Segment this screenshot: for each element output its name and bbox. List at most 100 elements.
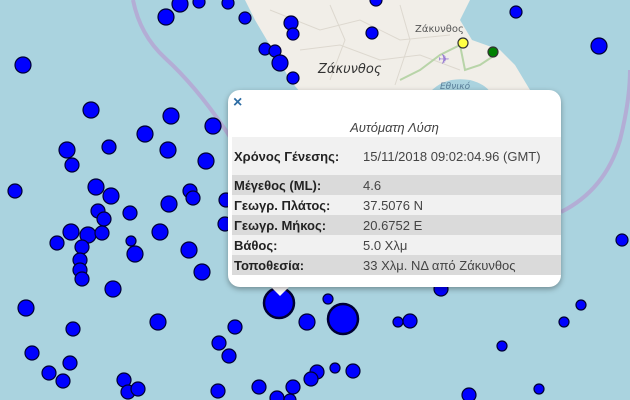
earthquake-marker[interactable] bbox=[575, 299, 587, 311]
earthquake-marker[interactable] bbox=[329, 362, 341, 374]
earthquake-marker[interactable] bbox=[285, 379, 301, 395]
earthquake-marker[interactable] bbox=[136, 125, 154, 143]
airplane-icon: ✈ bbox=[438, 52, 450, 68]
earthquake-marker[interactable] bbox=[62, 223, 80, 241]
boundary-line bbox=[131, 0, 234, 142]
earthquake-marker[interactable] bbox=[159, 141, 177, 159]
town-label: Ζάκυνθος bbox=[415, 24, 464, 35]
earthquake-marker[interactable] bbox=[62, 355, 78, 371]
depth-label: Βάθος: bbox=[234, 237, 278, 253]
earthquake-marker[interactable] bbox=[326, 302, 360, 336]
earthquake-marker[interactable] bbox=[238, 11, 252, 25]
longitude-value: 20.6752 E bbox=[363, 217, 423, 233]
earthquake-marker[interactable] bbox=[197, 152, 215, 170]
earthquake-marker[interactable] bbox=[102, 187, 120, 205]
magnitude-value: 4.6 bbox=[363, 177, 382, 193]
depth-value: 5.0 Χλμ bbox=[363, 237, 408, 253]
longitude-label: Γεωγρ. Μήκος: bbox=[234, 217, 327, 233]
earthquake-marker[interactable] bbox=[149, 313, 167, 331]
table-row: Χρόνος Γένεσης: 15/11/2018 09:02:04.96 (G… bbox=[232, 137, 561, 175]
earthquake-marker[interactable] bbox=[286, 27, 300, 41]
earthquake-marker[interactable] bbox=[193, 263, 211, 281]
station-marker-yellow[interactable] bbox=[457, 37, 469, 49]
earthquake-marker[interactable] bbox=[365, 26, 379, 40]
earthquake-marker[interactable] bbox=[64, 157, 80, 173]
earthquake-marker[interactable] bbox=[558, 316, 570, 328]
earthquake-marker[interactable] bbox=[55, 373, 71, 389]
earthquake-marker[interactable] bbox=[533, 383, 545, 395]
earthquake-marker[interactable] bbox=[303, 371, 319, 387]
earthquake-marker[interactable] bbox=[509, 5, 523, 19]
earthquake-marker[interactable] bbox=[192, 0, 206, 9]
earthquake-marker[interactable] bbox=[369, 0, 383, 7]
earthquake-marker[interactable] bbox=[87, 178, 105, 196]
earthquake-marker[interactable] bbox=[104, 280, 122, 298]
earthquake-marker[interactable] bbox=[496, 340, 508, 352]
magnitude-label: Μέγεθος (ML): bbox=[234, 177, 322, 193]
earthquake-marker[interactable] bbox=[151, 223, 169, 241]
earthquake-marker[interactable] bbox=[392, 316, 404, 328]
earthquake-marker[interactable] bbox=[590, 37, 608, 55]
latitude-value: 37.5076 N bbox=[363, 197, 423, 213]
station-marker-green[interactable] bbox=[487, 46, 499, 58]
earthquake-marker[interactable] bbox=[615, 233, 629, 247]
earthquake-marker[interactable] bbox=[49, 235, 65, 251]
earthquake-marker[interactable] bbox=[171, 0, 189, 13]
earthquake-marker[interactable] bbox=[402, 313, 418, 329]
close-icon[interactable]: × bbox=[233, 94, 243, 111]
earthquake-marker[interactable] bbox=[65, 321, 81, 337]
earthquake-marker[interactable] bbox=[271, 54, 289, 72]
earthquake-marker[interactable] bbox=[122, 205, 138, 221]
earthquake-marker[interactable] bbox=[221, 348, 237, 364]
earthquake-marker[interactable] bbox=[58, 141, 76, 159]
earthquake-marker[interactable] bbox=[221, 0, 235, 10]
earthquake-marker[interactable] bbox=[96, 211, 112, 227]
popup-title: Αυτόματη Λύση bbox=[350, 120, 439, 135]
location-value: 33 Χλμ. ΝΔ από Ζάκυνθος bbox=[363, 257, 516, 273]
earthquake-marker[interactable] bbox=[14, 56, 32, 74]
earthquake-marker[interactable] bbox=[227, 319, 243, 335]
earthquake-marker[interactable] bbox=[345, 363, 361, 379]
earthquake-marker[interactable] bbox=[24, 345, 40, 361]
earthquake-marker[interactable] bbox=[125, 235, 137, 247]
earthquake-marker[interactable] bbox=[251, 379, 267, 395]
earthquake-details-table: Χρόνος Γένεσης: 15/11/2018 09:02:04.96 (G… bbox=[232, 137, 561, 275]
earthquake-marker[interactable] bbox=[101, 139, 117, 155]
earthquake-marker[interactable] bbox=[180, 241, 198, 259]
earthquake-marker[interactable] bbox=[185, 190, 201, 206]
boundary-line bbox=[560, 69, 630, 214]
earthquake-marker[interactable] bbox=[461, 387, 477, 400]
origin-time-label: Χρόνος Γένεσης: bbox=[234, 148, 340, 164]
earthquake-marker[interactable] bbox=[126, 245, 144, 263]
earthquake-marker[interactable] bbox=[286, 71, 300, 85]
table-row: Τοποθεσία: 33 Χλμ. ΝΔ από Ζάκυνθος bbox=[232, 255, 561, 275]
earthquake-marker[interactable] bbox=[82, 101, 100, 119]
table-row: Γεωγρ. Μήκος: 20.6752 E bbox=[232, 215, 561, 235]
earthquake-marker[interactable] bbox=[162, 107, 180, 125]
earthquake-marker[interactable] bbox=[269, 390, 285, 400]
earthquake-marker[interactable] bbox=[41, 365, 57, 381]
table-row: Μέγεθος (ML): 4.6 bbox=[232, 175, 561, 195]
earthquake-marker[interactable] bbox=[7, 183, 23, 199]
latitude-label: Γεωγρ. Πλάτος: bbox=[234, 197, 331, 213]
earthquake-marker[interactable] bbox=[130, 381, 146, 397]
earthquake-marker[interactable] bbox=[204, 117, 222, 135]
earthquake-marker[interactable] bbox=[94, 225, 110, 241]
earthquake-marker[interactable] bbox=[157, 8, 175, 26]
table-row: Γεωγρ. Πλάτος: 37.5076 N bbox=[232, 195, 561, 215]
table-row: Βάθος: 5.0 Χλμ bbox=[232, 235, 561, 255]
earthquake-marker[interactable] bbox=[211, 335, 227, 351]
earthquake-marker[interactable] bbox=[17, 299, 35, 317]
earthquake-marker[interactable] bbox=[322, 293, 334, 305]
gulf-label: Εθνικό bbox=[440, 82, 471, 92]
earthquake-marker[interactable] bbox=[74, 239, 90, 255]
earthquake-marker[interactable] bbox=[74, 271, 90, 287]
earthquake-marker[interactable] bbox=[283, 393, 297, 400]
popup-tail bbox=[270, 286, 290, 296]
earthquake-popup: × Αυτόματη Λύση Χρόνος Γένεσης: 15/11/201… bbox=[228, 90, 561, 287]
origin-time-value: 15/11/2018 09:02:04.96 (GMT) bbox=[363, 148, 541, 164]
earthquake-marker[interactable] bbox=[210, 383, 226, 399]
earthquake-marker[interactable] bbox=[160, 195, 178, 213]
earthquake-marker[interactable] bbox=[298, 313, 316, 331]
